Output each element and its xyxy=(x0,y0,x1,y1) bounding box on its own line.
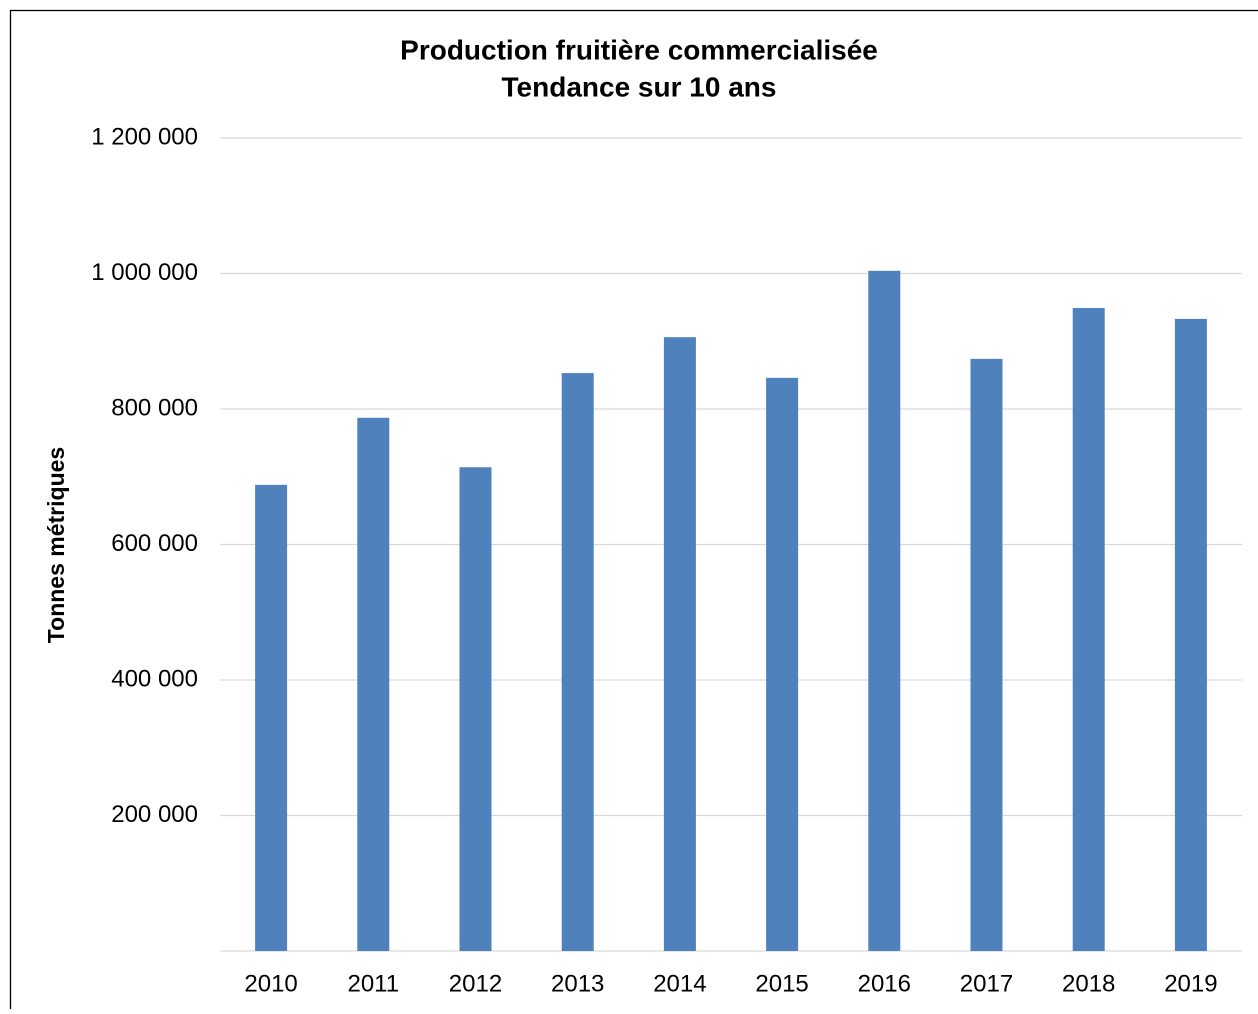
x-tick-label: 2013 xyxy=(551,970,604,997)
bar xyxy=(357,418,389,951)
bar xyxy=(255,485,287,951)
x-tick-label: 2015 xyxy=(755,970,808,997)
bar xyxy=(664,337,696,951)
y-axis-label: Tonnes métriques xyxy=(43,447,69,643)
x-tick-label: 2014 xyxy=(653,970,706,997)
bar xyxy=(1073,308,1105,951)
x-tick-label: 2019 xyxy=(1164,970,1217,997)
bar xyxy=(766,378,798,951)
y-tick-label: 600 000 xyxy=(111,530,198,557)
bar xyxy=(1175,319,1207,951)
bar xyxy=(562,373,594,951)
x-tick-label: 2011 xyxy=(347,970,399,997)
bar xyxy=(971,359,1003,951)
chart-title: Production fruitière commercialisée xyxy=(400,34,878,65)
chart-frame xyxy=(11,11,1258,1010)
y-tick-label: 1 200 000 xyxy=(91,123,198,150)
x-tick-label: 2012 xyxy=(449,970,502,997)
x-tick-label: 2017 xyxy=(960,970,1013,997)
y-tick-label: 800 000 xyxy=(111,394,198,421)
y-tick-label: 200 000 xyxy=(111,801,198,828)
x-tick-label: 2010 xyxy=(244,970,297,997)
x-tick-label: 2016 xyxy=(858,970,911,997)
y-tick-label: 1 000 000 xyxy=(91,259,198,286)
bar xyxy=(460,467,492,951)
chart-subtitle: Tendance sur 10 ans xyxy=(502,71,777,102)
bar xyxy=(868,271,900,951)
y-tick-label: 400 000 xyxy=(111,665,198,692)
x-tick-label: 2018 xyxy=(1062,970,1115,997)
